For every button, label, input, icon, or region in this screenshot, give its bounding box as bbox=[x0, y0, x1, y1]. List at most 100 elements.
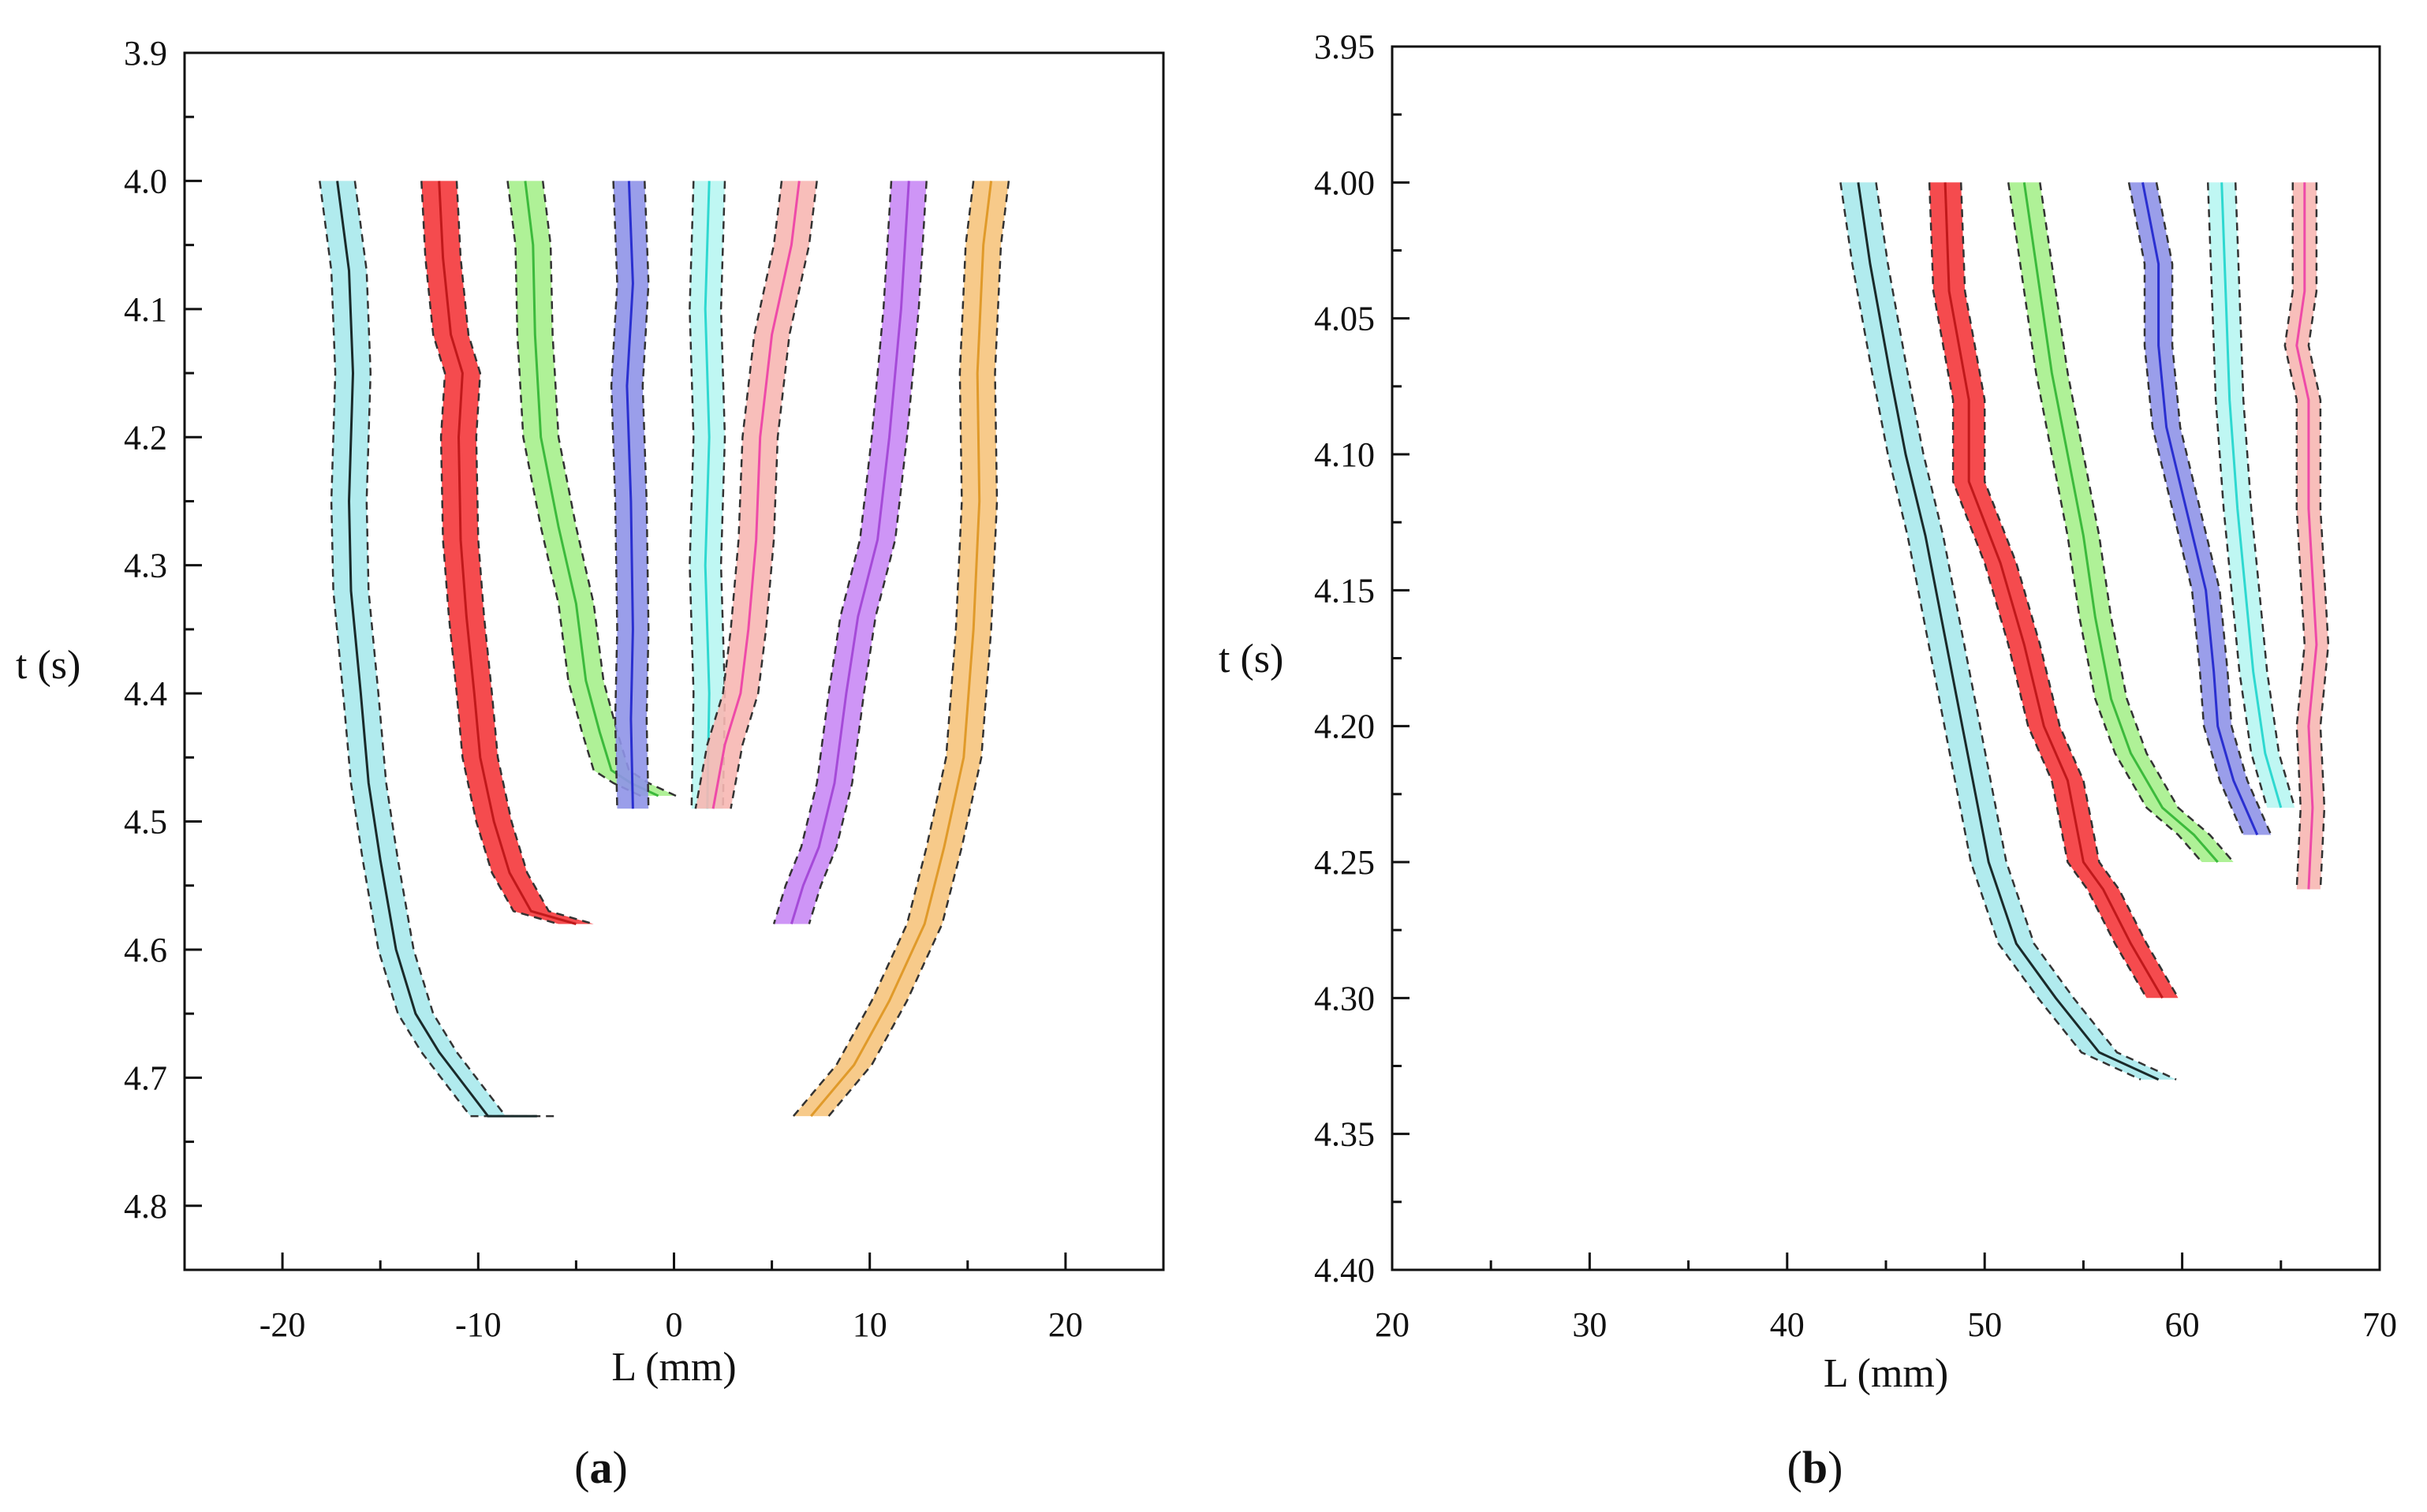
y-tick-label: 4.20 bbox=[1314, 707, 1375, 746]
y-tick-label: 4.5 bbox=[124, 803, 167, 842]
series-band-b-3 bbox=[2008, 182, 2234, 863]
series-band-a-7 bbox=[774, 181, 927, 924]
series-edge-left-b-3 bbox=[2007, 182, 2203, 863]
series-edge-right-b-2 bbox=[1959, 182, 2179, 999]
series-edge-left-b-2 bbox=[1928, 182, 2148, 999]
series-line-b-6 bbox=[2295, 182, 2318, 890]
series-edge-right-a-7 bbox=[808, 181, 928, 924]
y-tick-label: 4.25 bbox=[1314, 843, 1375, 882]
panel-label-open-a: ( bbox=[574, 1442, 589, 1493]
series-edge-right-b-5 bbox=[2234, 182, 2296, 808]
y-tick-label: 4.30 bbox=[1314, 979, 1375, 1017]
series-band-a-1 bbox=[319, 181, 555, 1117]
series-band-b-4 bbox=[2129, 182, 2272, 835]
panel-a: -20 -10 0 10 20 3.9 4.0 4.1 4.2 4.3 4.4 4.5 4.6 4.7 4… bbox=[16, 34, 1165, 1493]
panel-label-open-b: ( bbox=[1787, 1442, 1802, 1493]
x-tick-label: 30 bbox=[1572, 1305, 1607, 1344]
series-edge-right-b-3 bbox=[2039, 182, 2235, 863]
x-tick-label: -20 bbox=[260, 1305, 306, 1344]
y-axis-label-a: t (s) bbox=[16, 643, 80, 688]
panel-label-a: (a) bbox=[574, 1442, 628, 1493]
series-band-a-2 bbox=[421, 181, 594, 924]
panel-label-letter-b: b bbox=[1802, 1442, 1828, 1493]
y-axis-ticks-b: 3.95 4.00 4.05 4.10 4.15 4.20 4.25 4.30 4.35 4.40 bbox=[1314, 28, 1410, 1290]
series-band-a-3 bbox=[507, 181, 676, 796]
y-tick-label: 4.00 bbox=[1314, 163, 1375, 202]
series-edge-left-a-2 bbox=[420, 181, 559, 925]
x-tick-label: 0 bbox=[666, 1305, 683, 1344]
y-tick-label: 4.7 bbox=[124, 1058, 167, 1097]
series-edge-right-a-4 bbox=[641, 181, 650, 809]
y-tick-label: 4.1 bbox=[124, 290, 167, 329]
series-line-b-2 bbox=[1943, 182, 2164, 999]
y-tick-label: 4.8 bbox=[124, 1187, 167, 1226]
y-tick-label: 4.0 bbox=[124, 162, 167, 200]
series-edge-right-a-6 bbox=[730, 181, 818, 809]
y-tick-label: 4.40 bbox=[1314, 1251, 1375, 1290]
y-tick-label: 4.10 bbox=[1314, 435, 1375, 474]
panel-label-close-a: ) bbox=[613, 1442, 628, 1493]
x-axis-ticks-b: 20 30 40 50 60 70 bbox=[1375, 1253, 2397, 1344]
series-edge-right-b-4 bbox=[2155, 182, 2272, 836]
y-tick-label: 4.3 bbox=[124, 547, 167, 585]
y-axis-ticks-a: 3.9 4.0 4.1 4.2 4.3 4.4 4.5 4.6 4.7 4.8 bbox=[124, 34, 202, 1271]
series-edge-left-a-8 bbox=[792, 181, 975, 1117]
x-tick-label: 50 bbox=[1967, 1305, 2002, 1344]
series-line-b-3 bbox=[2022, 182, 2219, 863]
series-band-a-6 bbox=[695, 181, 817, 809]
panel-label-close-b: ) bbox=[1828, 1442, 1843, 1493]
x-tick-label: 40 bbox=[1770, 1305, 1805, 1344]
plot-area-b bbox=[1839, 182, 2330, 1081]
y-tick-label: 3.95 bbox=[1314, 28, 1375, 66]
series-edge-right-b-1 bbox=[1875, 182, 2177, 1081]
x-tick-label: 70 bbox=[2362, 1305, 2397, 1344]
series-edge-right-b-6 bbox=[2307, 182, 2330, 890]
y-tick-label: 4.05 bbox=[1314, 300, 1375, 338]
y-tick-label: 4.6 bbox=[124, 931, 167, 969]
plot-area-a bbox=[319, 181, 1010, 1118]
series-edge-left-b-6 bbox=[2283, 182, 2306, 890]
panel-b: 20 30 40 50 60 70 3.95 4.00 4.05 4.10 4.15 4.20 4.2… bbox=[1219, 28, 2397, 1493]
series-band-b-1 bbox=[1840, 182, 2177, 1080]
series-band-b-2 bbox=[1929, 182, 2179, 999]
series-line-b-5 bbox=[2220, 182, 2283, 808]
x-tick-label: 60 bbox=[2165, 1305, 2200, 1344]
x-axis-ticks-a: -20 -10 0 10 20 bbox=[183, 1253, 1165, 1344]
series-edge-right-a-2 bbox=[455, 181, 595, 925]
x-axis-label-b: L (mm) bbox=[1824, 1351, 1948, 1396]
y-tick-label: 3.9 bbox=[124, 34, 167, 73]
series-edge-left-a-6 bbox=[694, 181, 783, 809]
x-tick-label: -10 bbox=[455, 1305, 502, 1344]
series-band-b-5 bbox=[2208, 182, 2295, 808]
x-tick-label: 20 bbox=[1375, 1305, 1410, 1344]
series-edge-left-b-5 bbox=[2206, 182, 2268, 808]
series-line-a-1 bbox=[336, 181, 537, 1118]
series-line-a-8 bbox=[810, 181, 993, 1118]
y-axis-label-b: t (s) bbox=[1219, 637, 1283, 681]
y-tick-label: 4.4 bbox=[124, 674, 167, 713]
panel-label-letter-a: a bbox=[590, 1442, 613, 1493]
x-axis-label-a: L (mm) bbox=[611, 1345, 736, 1390]
y-tick-label: 4.15 bbox=[1314, 571, 1375, 610]
series-edge-left-b-1 bbox=[1839, 182, 2141, 1081]
series-edge-left-a-3 bbox=[506, 181, 641, 797]
y-tick-label: 4.2 bbox=[124, 418, 167, 457]
series-edge-left-a-4 bbox=[610, 181, 618, 809]
series-line-b-4 bbox=[2141, 182, 2259, 836]
series-line-a-6 bbox=[711, 181, 801, 809]
series-line-a-7 bbox=[790, 181, 910, 924]
series-edge-left-b-4 bbox=[2127, 182, 2245, 835]
x-tick-label: 10 bbox=[853, 1305, 887, 1344]
y-tick-label: 4.35 bbox=[1314, 1115, 1375, 1154]
series-band-b-6 bbox=[2284, 182, 2328, 890]
series-line-a-2 bbox=[438, 181, 577, 925]
series-line-b-1 bbox=[1857, 182, 2160, 1081]
series-band-a-8 bbox=[793, 181, 1009, 1117]
series-line-a-5 bbox=[704, 181, 711, 809]
series-line-a-4 bbox=[625, 181, 634, 809]
series-edge-right-a-8 bbox=[827, 181, 1010, 1117]
panel-label-b: (b) bbox=[1787, 1442, 1843, 1493]
x-tick-label: 20 bbox=[1048, 1305, 1083, 1344]
series-edge-left-a-7 bbox=[772, 181, 893, 924]
